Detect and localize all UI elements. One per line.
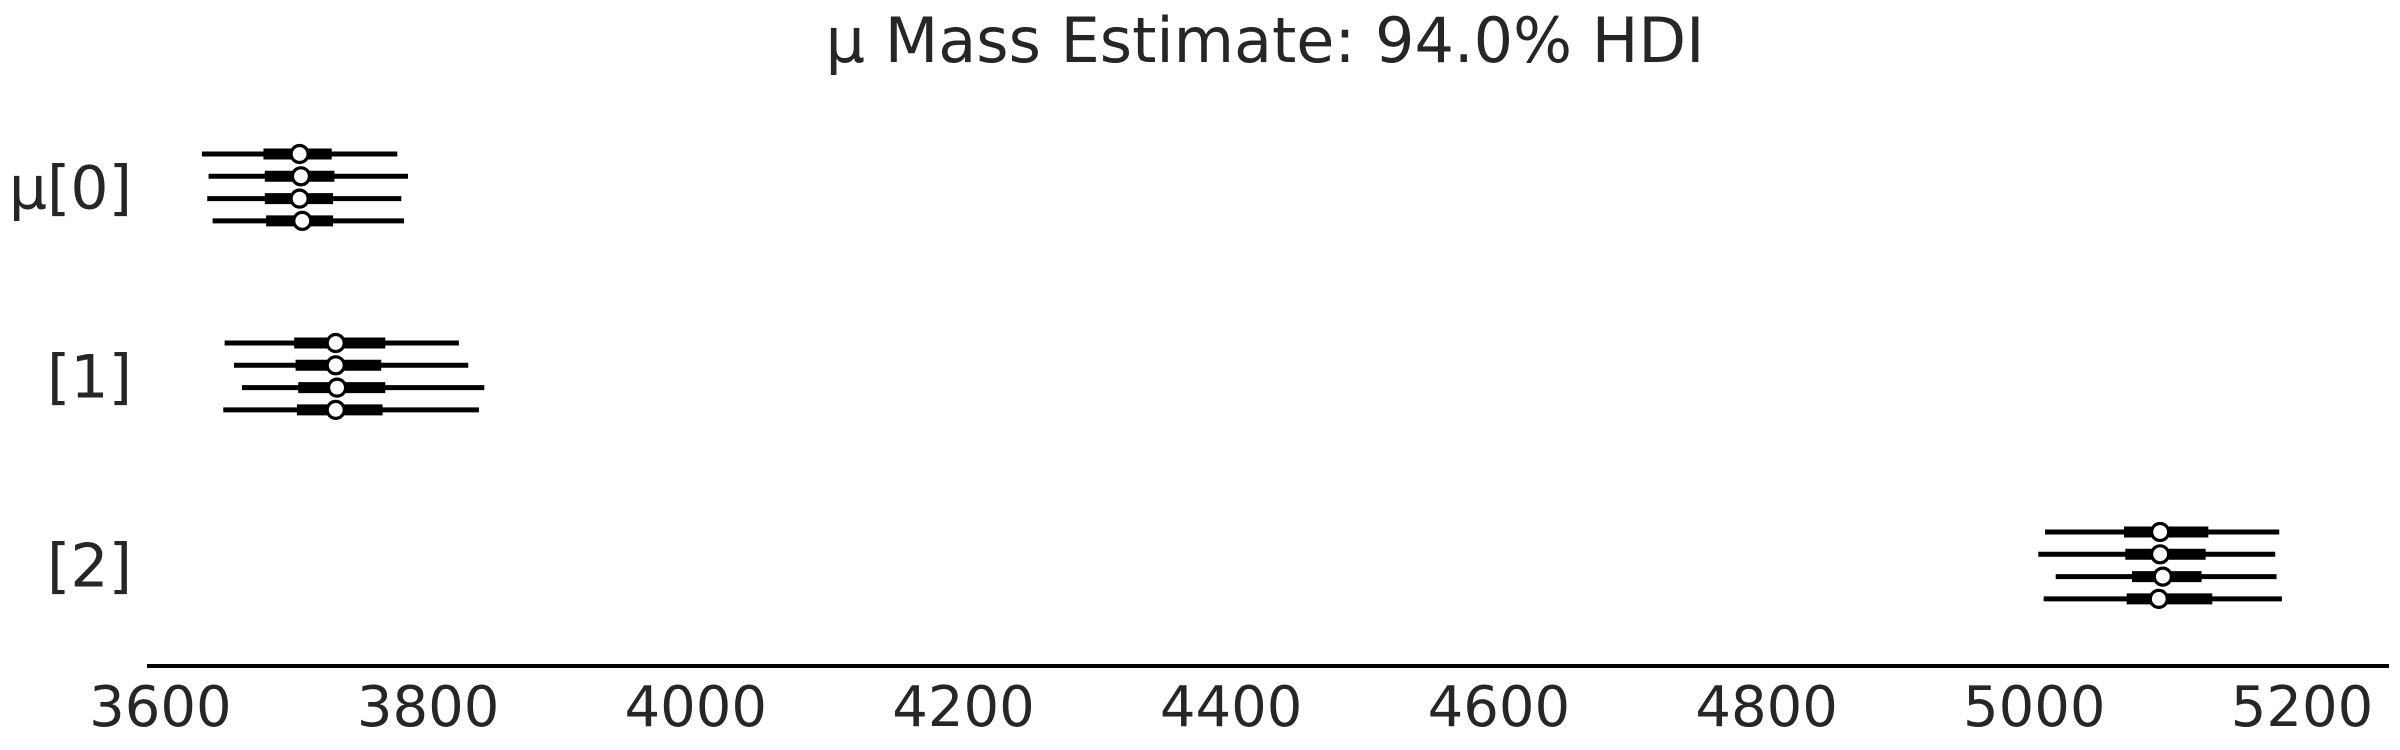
median-marker-group-0-chain-2 xyxy=(289,188,310,209)
x-tick-labels: 3600 3800 4000 4200 4400 4600 4800 5000 5200 xyxy=(89,675,2373,740)
median-marker-group-0-chain-0 xyxy=(289,143,310,165)
median-marker-group-0-chain-1 xyxy=(290,166,312,187)
x-tick-label-2: 4000 xyxy=(625,675,768,740)
x-tick-label-5: 4600 xyxy=(1428,675,1571,740)
chart-marks xyxy=(201,143,2282,610)
x-tick-label-6: 4800 xyxy=(1695,675,1838,740)
x-tick-label-3: 4200 xyxy=(892,675,1035,740)
y-label-group-0: μ[0] xyxy=(9,153,132,223)
x-tick-label-0: 3600 xyxy=(89,675,232,740)
median-marker-group-0-chain-3 xyxy=(292,210,313,231)
median-marker-group-1-chain-2 xyxy=(326,377,348,398)
chart-title: μ Mass Estimate: 94.0% HDI xyxy=(826,4,1705,77)
x-tick-label-7: 5000 xyxy=(1963,675,2106,740)
x-tick-label-4: 4400 xyxy=(1160,675,1303,740)
median-marker-group-1-chain-0 xyxy=(325,332,346,354)
median-marker-group-2-chain-0 xyxy=(2150,521,2171,543)
y-label-group-1: [1] xyxy=(47,342,132,412)
x-tick-label-8: 5200 xyxy=(2231,675,2374,740)
median-marker-group-2-chain-3 xyxy=(2148,588,2169,610)
y-label-group-2: [2] xyxy=(47,531,132,601)
median-marker-group-2-chain-1 xyxy=(2150,544,2171,565)
median-marker-group-2-chain-2 xyxy=(2152,566,2173,587)
x-tick-label-1: 3800 xyxy=(357,675,500,740)
median-marker-group-1-chain-3 xyxy=(325,399,346,420)
y-labels: μ[0] [1] [2] xyxy=(9,153,132,601)
median-marker-group-1-chain-1 xyxy=(325,355,346,376)
